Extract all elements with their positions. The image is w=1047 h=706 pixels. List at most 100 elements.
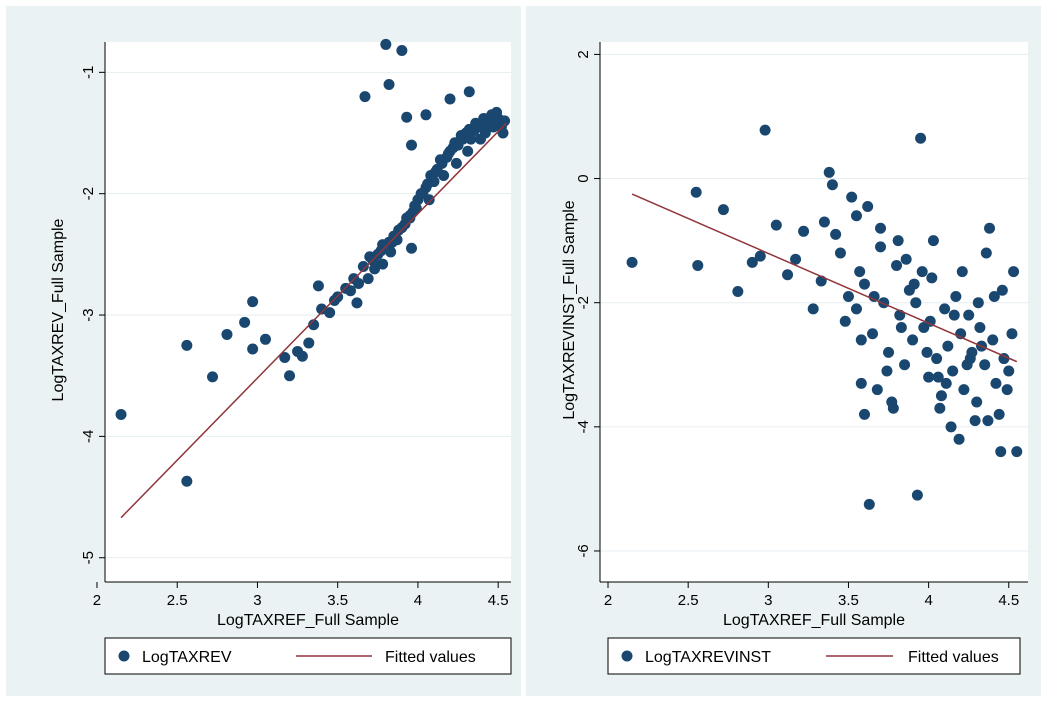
left-point: [385, 246, 397, 258]
right-point: [858, 408, 870, 420]
left-point: [499, 115, 511, 127]
left-point: [491, 106, 503, 118]
right-point: [1001, 384, 1013, 396]
right-point: [915, 132, 927, 144]
right-ytick-label: 2: [575, 50, 592, 58]
left-point: [359, 91, 371, 103]
left-point: [450, 157, 462, 169]
right-xtick-label: 3.5: [838, 592, 859, 609]
right-point: [770, 219, 782, 231]
right-point: [759, 124, 771, 136]
right-point: [863, 498, 875, 510]
left-point: [444, 93, 456, 105]
right-point: [990, 377, 1002, 389]
left-point: [401, 111, 413, 123]
right-xtick-label: 4.5: [998, 592, 1019, 609]
left-point: [351, 297, 363, 309]
right-point: [939, 303, 951, 315]
left-point: [303, 337, 315, 349]
left-point: [357, 260, 369, 272]
left-point: [221, 328, 233, 340]
right-point: [971, 396, 983, 408]
right-point: [910, 297, 922, 309]
right-point: [935, 390, 947, 402]
right-point: [899, 359, 911, 371]
right-point: [948, 309, 960, 321]
left-point: [465, 133, 477, 145]
right-point: [839, 315, 851, 327]
right-point: [690, 186, 702, 198]
right-point: [892, 235, 904, 247]
right-point: [940, 377, 952, 389]
right-point: [988, 290, 1000, 302]
right-point: [881, 365, 893, 377]
left-point: [239, 316, 251, 328]
right-point: [908, 278, 920, 290]
right-point: [947, 365, 959, 377]
right-point: [1003, 365, 1015, 377]
right-point: [958, 384, 970, 396]
right-fit-line: [631, 193, 1018, 363]
left-legend-marker-logtaxrev: [118, 650, 130, 662]
left-point: [420, 109, 432, 121]
right-point: [953, 433, 965, 445]
right-point: [911, 489, 923, 501]
right-point: [921, 346, 933, 358]
left-point: [308, 319, 320, 331]
right-x-axis-label: LogTAXREF_Full Sample: [723, 612, 905, 629]
left-point: [247, 296, 259, 308]
right-point: [842, 290, 854, 302]
right-point: [858, 278, 870, 290]
right-point: [924, 315, 936, 327]
left-point: [324, 307, 336, 319]
left-fitted-line: [120, 122, 507, 519]
right-point: [854, 266, 866, 278]
right-point: [782, 269, 794, 281]
left-point: [396, 222, 408, 234]
right-scatter-points: [626, 124, 1023, 510]
right-point: [883, 346, 895, 358]
right-point: [945, 421, 957, 433]
left-point: [362, 273, 374, 285]
left-ytick-label: -3: [80, 308, 97, 321]
right-point: [717, 204, 729, 216]
left-point: [181, 475, 193, 487]
left-point: [470, 117, 482, 129]
left-point: [345, 285, 357, 297]
left-point: [449, 137, 461, 149]
right-point: [887, 402, 899, 414]
left-xtick-label: 2.5: [167, 592, 188, 609]
left-point: [406, 242, 418, 254]
right-ytick-label: 0: [575, 174, 592, 182]
left-point: [383, 78, 395, 90]
right-point: [979, 359, 991, 371]
right-ytick-label: -4: [575, 420, 592, 433]
left-point: [422, 178, 434, 190]
right-point: [830, 228, 842, 240]
right-point: [942, 340, 954, 352]
right-point: [926, 272, 938, 284]
right-point: [1008, 266, 1020, 278]
right-point: [972, 297, 984, 309]
left-point: [115, 409, 127, 421]
right-point: [875, 241, 887, 253]
left-xtick-label: 3.5: [327, 592, 348, 609]
left-point: [463, 86, 475, 98]
left-point: [377, 258, 389, 270]
right-gridlines: [600, 53, 1028, 552]
left-point: [455, 129, 467, 141]
right-xtick-label: 2: [604, 592, 612, 609]
right-fitted-line: [631, 193, 1018, 363]
left-point: [259, 333, 271, 345]
left-y-axis-label: LogTAXREV_Full Sample: [50, 218, 67, 401]
right-point: [993, 408, 1005, 420]
left-point: [353, 277, 365, 289]
right-point: [818, 216, 830, 228]
right-y-axis-label: LogTAXREVINST_Full Sample: [561, 200, 578, 419]
right-point: [895, 322, 907, 334]
left-point: [380, 38, 392, 50]
left-ytick-label: -5: [80, 551, 97, 564]
right-point: [1006, 328, 1018, 340]
right-point: [790, 253, 802, 265]
right-point: [969, 415, 981, 427]
